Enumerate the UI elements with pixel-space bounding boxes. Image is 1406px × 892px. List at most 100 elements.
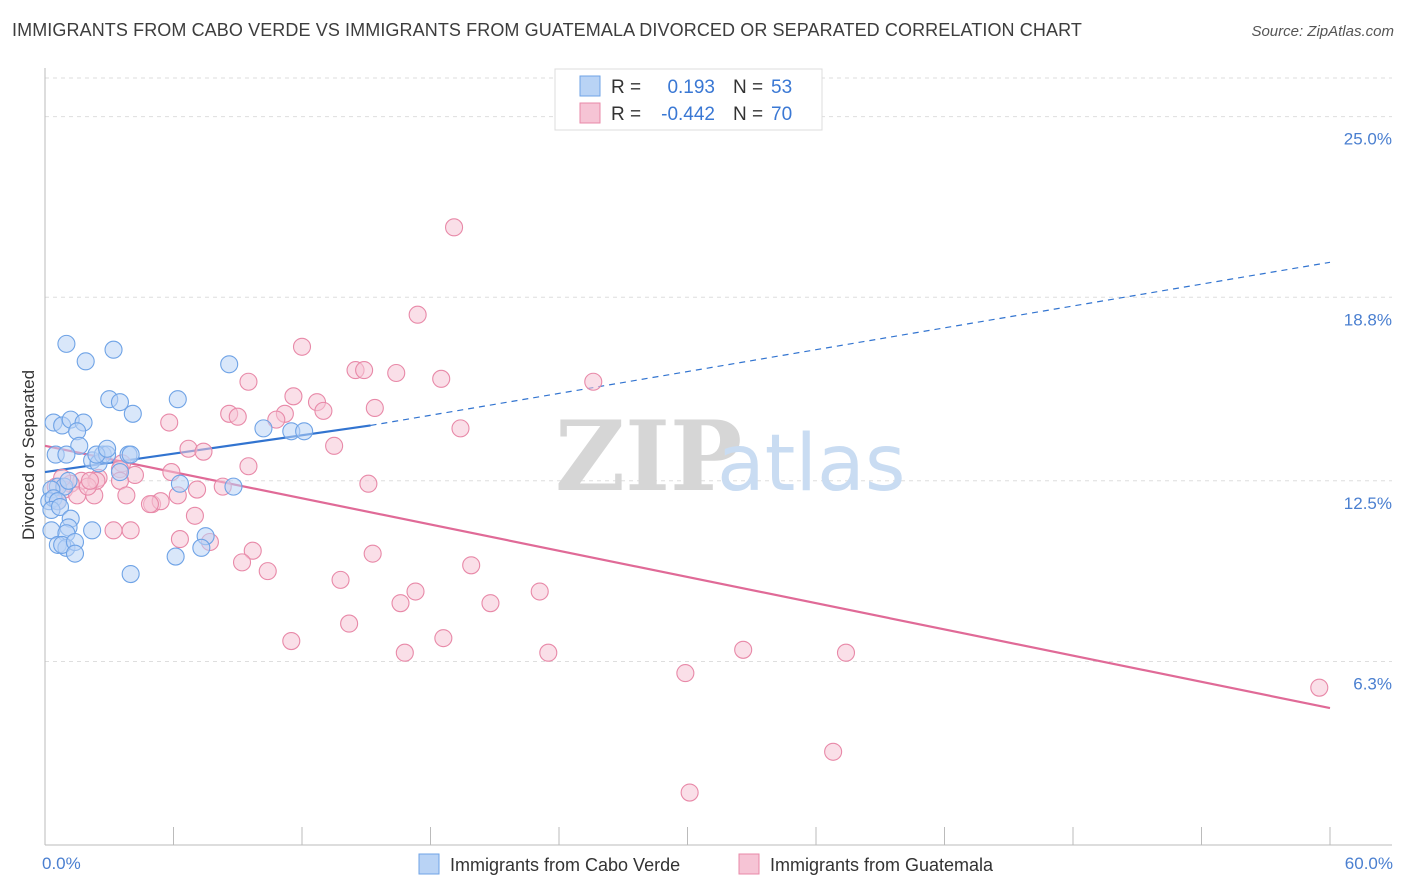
guatemala-point [391, 594, 410, 613]
guatemala-point [104, 521, 123, 540]
cabo-verde-point [83, 521, 102, 540]
bottom-legend-swatch-pink [738, 853, 760, 875]
legend-n-label-0: N = [733, 77, 763, 98]
guatemala-point [228, 407, 247, 426]
guatemala-point [140, 495, 159, 514]
guatemala-point [445, 218, 464, 237]
cabo-verde-point [110, 393, 130, 412]
guatemala-point [267, 410, 286, 429]
cabo-verde-point [76, 352, 95, 371]
bottom-legend: Immigrants from Cabo Verde Immigrants fr… [418, 853, 994, 875]
guatemala-point [395, 643, 414, 662]
guatemala-point [451, 419, 470, 438]
cabo-verde-point [123, 404, 142, 423]
y-axis-label: Divorced or Separated [19, 370, 38, 540]
guatemala-point [170, 530, 189, 549]
bottom-legend-label-1: Immigrants from Guatemala [770, 855, 994, 875]
guatemala-point [824, 742, 843, 761]
cabo-verde-point [110, 463, 130, 482]
guatemala-point [836, 643, 856, 662]
bottom-legend-swatch-blue [418, 853, 440, 875]
guatemala-point [539, 643, 558, 662]
legend-swatch-blue [579, 75, 601, 97]
guatemala-point [185, 506, 204, 525]
y-tick-label: 25.0% [1344, 130, 1392, 149]
guatemala-point [160, 413, 179, 432]
cabo-verde-point [65, 544, 85, 563]
guatemala-point [359, 474, 378, 493]
guatemala-point [387, 363, 406, 383]
guatemala-point [408, 305, 427, 324]
y-tick-label: 6.3% [1353, 674, 1392, 693]
cabo-verde-point [98, 439, 117, 458]
guatemala-point [340, 614, 359, 633]
legend-n-label-1: N = [733, 104, 763, 125]
guatemala-point [584, 372, 603, 391]
guatemala-point [243, 541, 262, 560]
legend-r-label-1: R = [611, 104, 641, 125]
cabo-verde-point [104, 340, 123, 359]
data-points [40, 218, 1329, 802]
guatemala-point [179, 439, 198, 458]
cabo-verde-point [220, 355, 239, 374]
guatemala-point [406, 582, 425, 601]
legend-r-value-0: 0.193 [667, 77, 715, 98]
guatemala-point [365, 398, 384, 418]
legend-r-label-0: R = [611, 77, 641, 98]
cabo-verde-point [170, 474, 189, 493]
grid-lines [45, 77, 1392, 662]
y-tick-label: 18.8% [1344, 310, 1392, 329]
bottom-legend-label-0: Immigrants from Cabo Verde [450, 855, 680, 875]
source-label: Source: ZipAtlas.com [1251, 23, 1394, 40]
guatemala-point [481, 594, 500, 613]
guatemala-point [239, 372, 258, 391]
legend-n-value-1: 70 [771, 104, 792, 125]
legend-box: R = 0.193 N = 53 R = -0.442 N = 70 [554, 68, 823, 131]
guatemala-point [432, 369, 451, 388]
cabo-verde-point [50, 497, 70, 517]
guatemala-point [462, 556, 481, 575]
watermark-zip: ZIP [555, 400, 742, 513]
legend-r-value-1: -0.442 [661, 104, 715, 125]
y-tick-label: 12.5% [1344, 494, 1392, 513]
cabo-verde-point [59, 471, 78, 490]
guatemala-point [80, 471, 100, 490]
cabo-verde-point [70, 436, 89, 455]
cabo-verde-point [166, 547, 185, 566]
guatemala-point [258, 562, 277, 581]
guatemala-point [121, 521, 140, 540]
legend-swatch-pink [579, 102, 601, 124]
guatemala-point [325, 436, 344, 455]
cabo-verde-point [57, 445, 76, 464]
guatemala-point [292, 337, 312, 356]
guatemala-point [1310, 678, 1329, 697]
x-tick-labels: 0.0% 60.0% [42, 854, 1393, 873]
guatemala-trend-line [44, 444, 1331, 710]
cabo-verde-point [57, 334, 76, 353]
guatemala-point [331, 570, 350, 589]
cabo-verde-point [254, 419, 273, 438]
legend-n-value-0: 53 [771, 77, 792, 98]
guatemala-point [117, 486, 136, 505]
guatemala-point [194, 442, 213, 461]
cabo-verde-point [121, 445, 140, 464]
guatemala-point [239, 457, 258, 476]
axes [44, 68, 1392, 846]
x-tick-label: 0.0% [42, 854, 81, 873]
guatemala-point [284, 387, 303, 406]
guatemala-point [680, 783, 699, 802]
guatemala-point [676, 664, 695, 683]
guatemala-point [282, 632, 301, 651]
y-tick-labels: 6.3% 12.5% 18.8% 25.0% [1344, 130, 1392, 694]
guatemala-point [734, 640, 753, 659]
guatemala-point [314, 401, 333, 420]
chart-title: IMMIGRANTS FROM CABO VERDE VS IMMIGRANTS… [12, 20, 1082, 40]
guatemala-point [434, 629, 453, 648]
guatemala-point [530, 582, 549, 601]
x-tick-label: 60.0% [1345, 854, 1393, 873]
guatemala-point [363, 544, 382, 563]
guatemala-point [188, 480, 207, 499]
cabo-verde-trend-extension [370, 261, 1331, 427]
cabo-verde-point [295, 422, 314, 441]
